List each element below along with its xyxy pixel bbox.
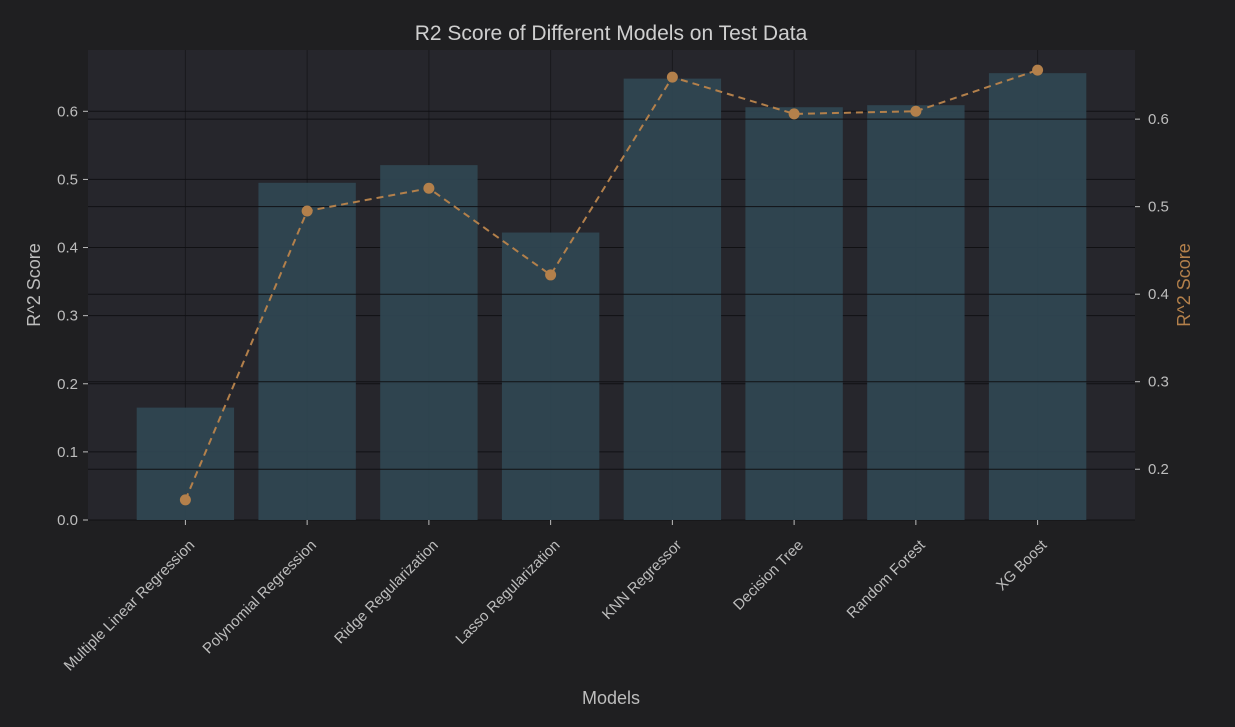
y2-tick-label: 0.3 <box>1148 374 1169 391</box>
y2-tick-label: 0.5 <box>1148 199 1169 216</box>
y-tick-label: 0.0 <box>57 512 78 529</box>
y-tick-label: 0.4 <box>57 240 78 257</box>
x-tick-label: Polynomial Regression <box>199 537 319 657</box>
y2-tick-label: 0.2 <box>1148 461 1169 478</box>
x-tick-label: Multiple Linear Regression <box>61 537 199 675</box>
y-tick-label: 0.2 <box>57 376 78 393</box>
series-marker <box>666 71 678 83</box>
x-tick-label: KNN Regressor <box>599 537 685 623</box>
x-tick-label: Lasso Regularization <box>452 537 563 648</box>
x-tick-label: XG Boost <box>993 536 1051 594</box>
y-tick-label: 0.1 <box>57 444 78 461</box>
bar <box>867 105 965 520</box>
y-tick-label: 0.5 <box>57 171 78 188</box>
bars <box>136 73 1087 520</box>
series-marker <box>423 182 435 194</box>
bar <box>380 165 478 520</box>
y-tick-label: 0.3 <box>57 308 78 325</box>
y-axis-title: R^2 Score <box>24 243 44 326</box>
x-axis-title: Models <box>582 688 640 708</box>
series-marker <box>545 269 557 281</box>
chart-title: R2 Score of Different Models on Test Dat… <box>415 22 808 45</box>
bar <box>623 78 722 520</box>
left-axis: 0.0 0.1 0.2 0.3 0.4 0.5 0.6 <box>57 103 88 529</box>
plot-background <box>88 50 1135 520</box>
x-tick-label: Ridge Regularization <box>331 537 441 647</box>
series-marker <box>910 105 922 117</box>
bar <box>258 182 356 520</box>
series-marker <box>179 494 191 506</box>
bar <box>745 107 843 520</box>
bar <box>501 232 600 520</box>
right-gridlines <box>88 118 1135 470</box>
x-tick-label: Decision Tree <box>730 537 807 614</box>
series-marker <box>301 205 313 217</box>
series-marker <box>1032 64 1044 76</box>
y2-tick-label: 0.6 <box>1148 111 1169 128</box>
line-series <box>179 64 1044 506</box>
series-line <box>184 69 1038 501</box>
x-axis: Multiple Linear Regression Polynomial Reg… <box>61 520 1051 674</box>
bar <box>988 73 1087 520</box>
x-tick-label: Random Forest <box>844 536 930 622</box>
series-marker <box>788 108 800 120</box>
y2-tick-label: 0.4 <box>1148 286 1169 303</box>
y2-axis-title: R^2 Score <box>1174 243 1194 326</box>
y-tick-label: 0.6 <box>57 103 78 120</box>
right-axis: 0.2 0.3 0.4 0.5 0.6 <box>1135 111 1169 478</box>
